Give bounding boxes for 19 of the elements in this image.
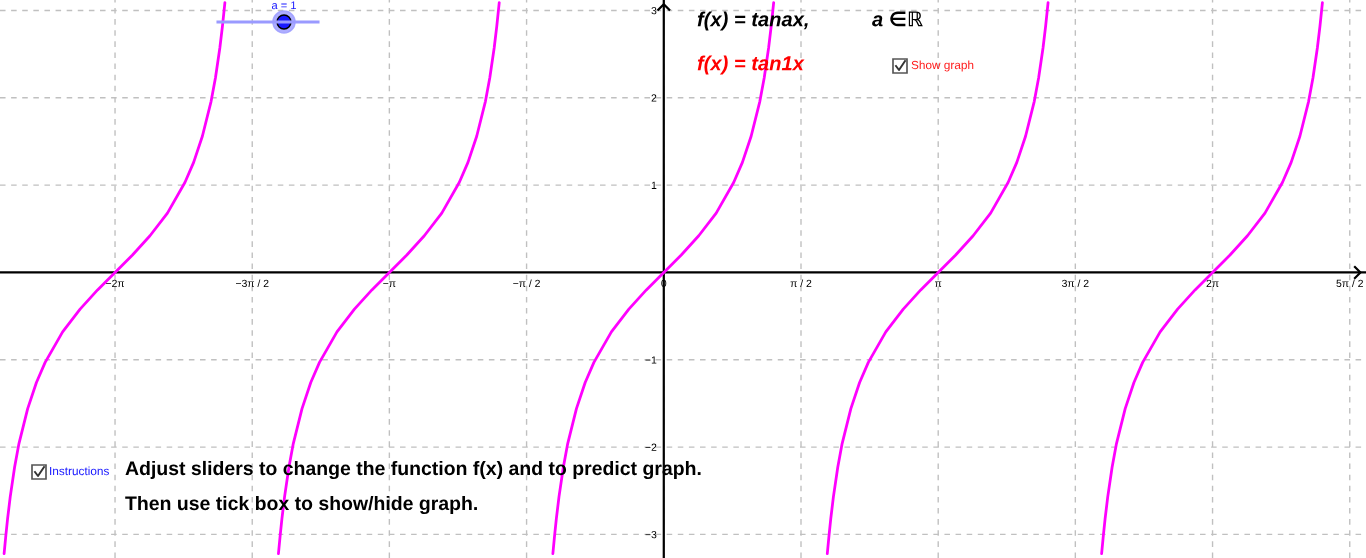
annotation: Show graph bbox=[911, 60, 974, 72]
y-tick-label: 1 bbox=[651, 181, 657, 189]
x-tick-label: 3π / 2 bbox=[1062, 279, 1089, 288]
y-tick-label: −2 bbox=[645, 443, 657, 451]
x-tick-label: 5π / 2 bbox=[1336, 279, 1363, 288]
x-tick-label: −2π bbox=[106, 279, 125, 288]
y-tick-label: 2 bbox=[651, 94, 657, 102]
y-tick-label: −3 bbox=[645, 530, 657, 539]
x-tick-label: −π / 2 bbox=[513, 279, 540, 288]
annotation: a ∈ℝ bbox=[872, 11, 923, 27]
y-tick-label: −1 bbox=[645, 356, 657, 364]
annotation: a = 1 bbox=[271, 1, 296, 10]
x-tick-label: π bbox=[935, 281, 942, 288]
x-tick-label: −π bbox=[383, 281, 396, 288]
y-tick-label: 3 bbox=[651, 6, 657, 15]
x-tick-label: 2π bbox=[1206, 279, 1219, 288]
annotation: Instructions bbox=[50, 466, 109, 476]
x-tick-label: π / 2 bbox=[790, 279, 812, 288]
x-tick-label: −3π / 2 bbox=[235, 279, 269, 288]
